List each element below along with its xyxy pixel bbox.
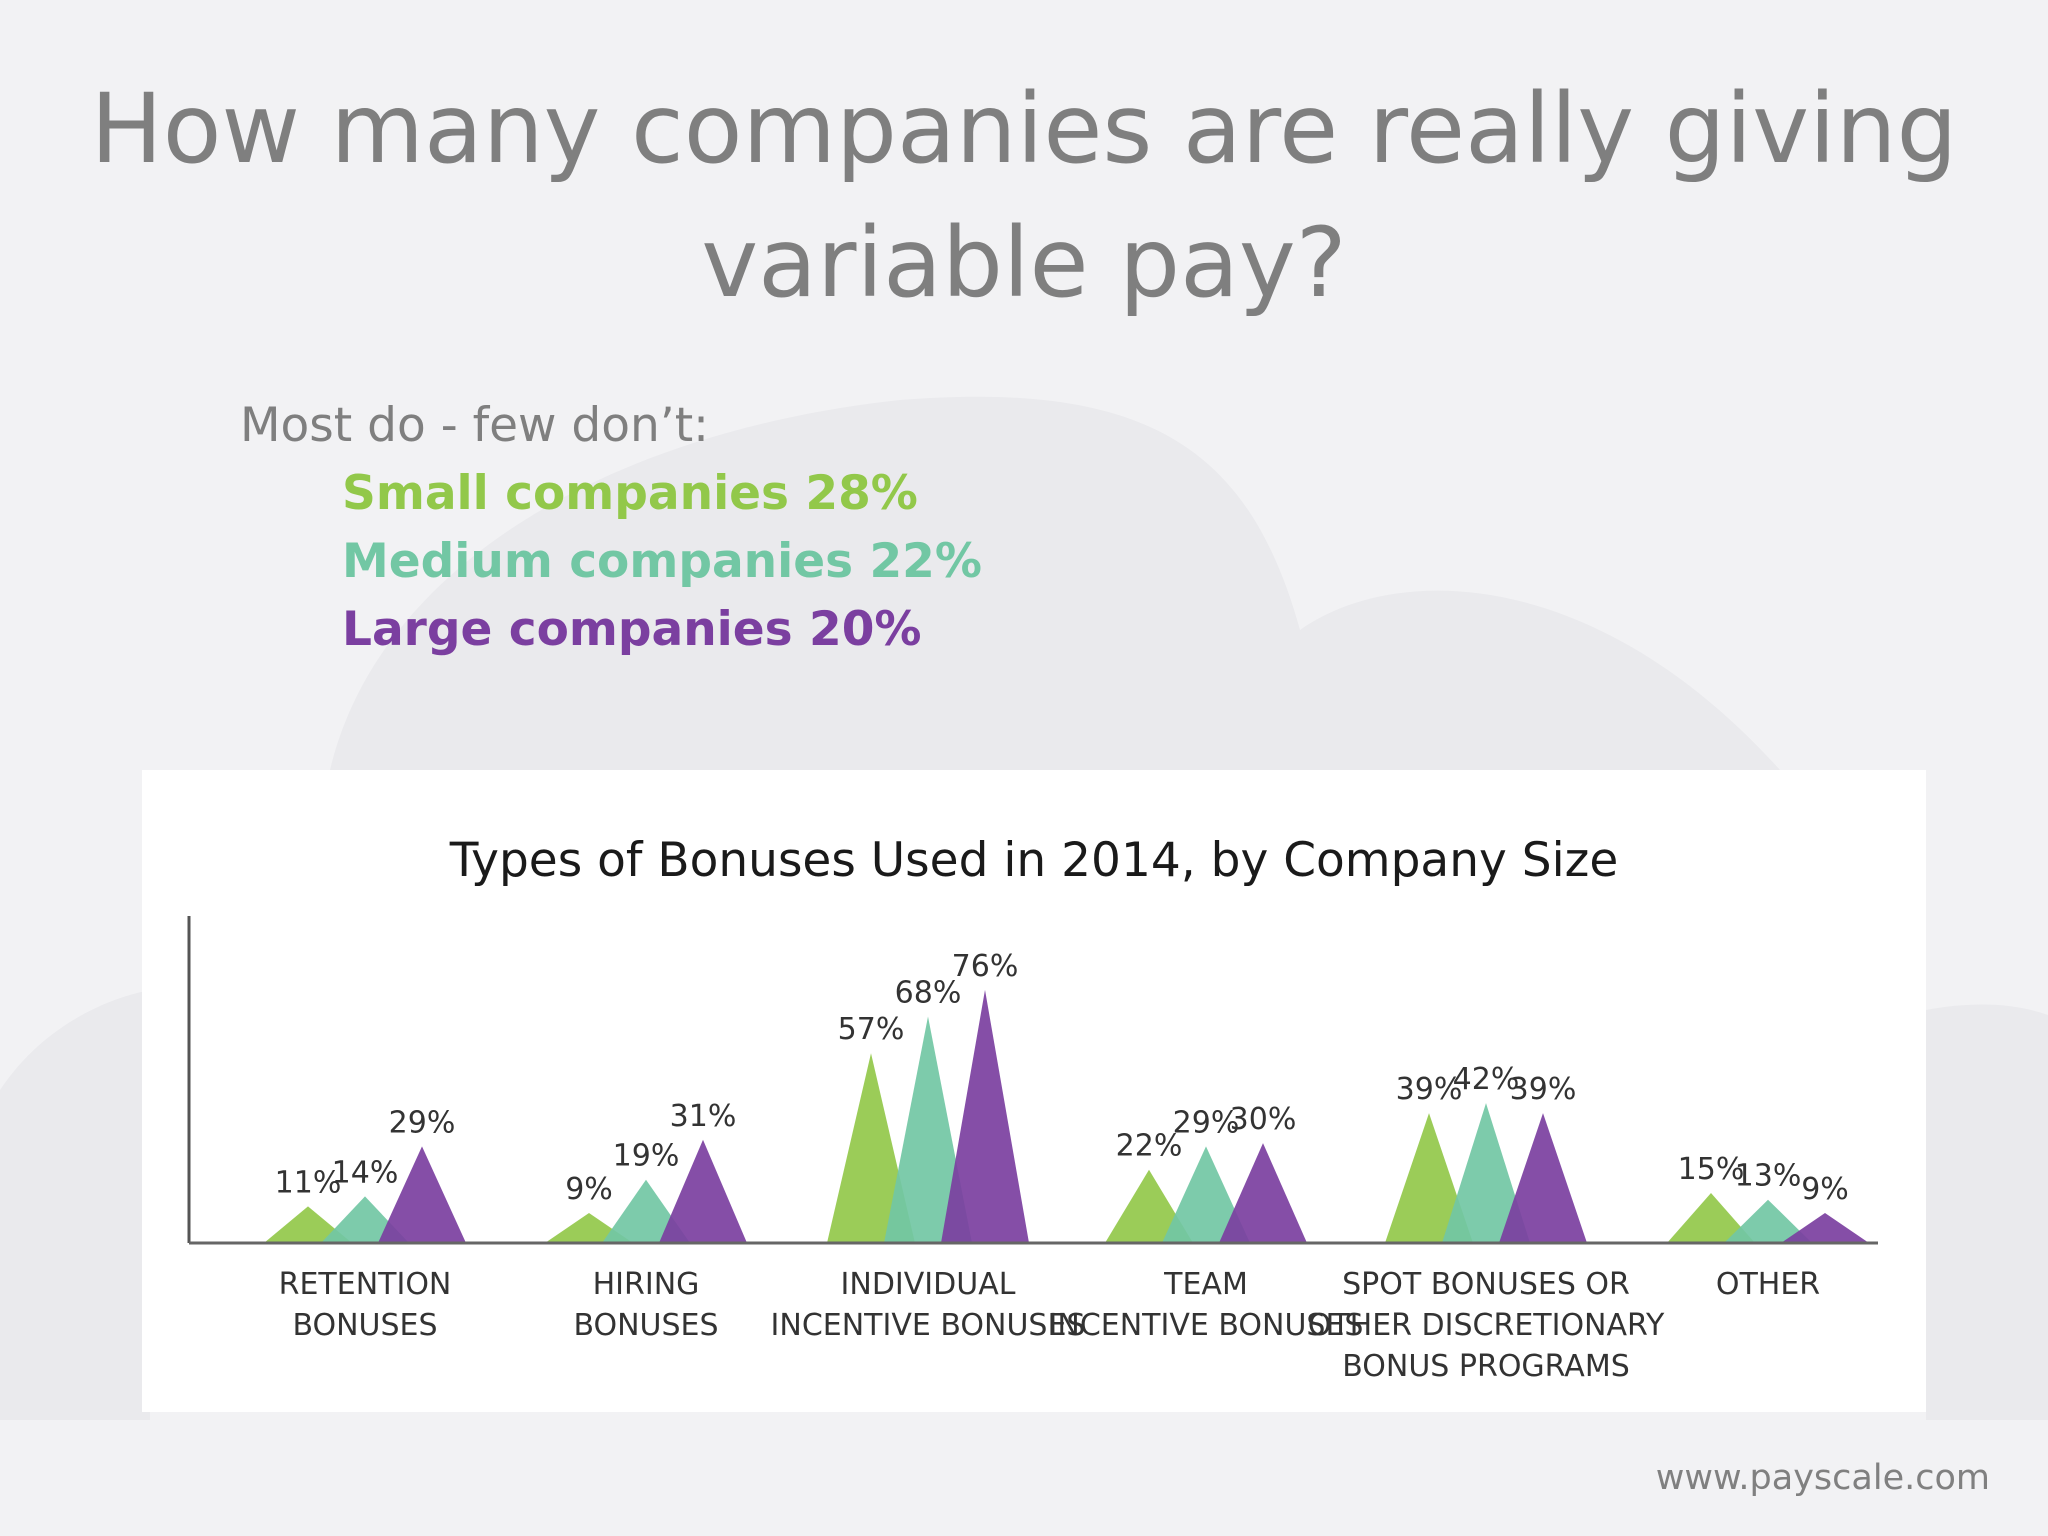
data-label: 68% — [895, 976, 962, 1011]
chart-labels: 11% 9% 57% 22% 39% 15% 14% 19% 68% 29% 42% 13% 29% 31… — [275, 949, 1849, 1384]
category-label: OTHER DISCRETIONARY — [1308, 1308, 1665, 1343]
lead-text: Most do - few don’t: — [240, 398, 710, 453]
category-label: BONUS PROGRAMS — [1342, 1349, 1630, 1384]
peak-series3-cat2 — [659, 1139, 747, 1243]
peak-series1-cat3 — [827, 1053, 915, 1243]
peak-series2-cat6 — [1724, 1199, 1812, 1243]
data-label: 39% — [1396, 1072, 1463, 1107]
data-label: 76% — [952, 949, 1019, 984]
data-label: 39% — [1510, 1072, 1577, 1107]
category-label: INCENTIVE BONUSES — [1049, 1308, 1364, 1343]
category-label: INDIVIDUAL — [841, 1267, 1016, 1302]
peak-series1-cat6 — [1667, 1193, 1755, 1243]
category-label: INCENTIVE BONUSES — [771, 1308, 1086, 1343]
data-label: 57% — [838, 1012, 905, 1047]
data-label: 31% — [670, 1099, 737, 1134]
bonus-types-chart: Types of Bonuses Used in 2014, by Compan… — [187, 833, 1878, 1384]
data-label: 30% — [1230, 1102, 1297, 1137]
data-label: 19% — [613, 1139, 680, 1174]
data-label: 11% — [275, 1165, 342, 1200]
peak-series2-cat5 — [1442, 1103, 1530, 1243]
stat-medium-companies: Medium companies 22% — [342, 534, 982, 589]
data-label: 42% — [1453, 1062, 1520, 1097]
peak-series2-cat4 — [1162, 1146, 1250, 1243]
peak-series1-cat5 — [1385, 1113, 1473, 1243]
slide-title-line-2: variable pay? — [701, 207, 1347, 319]
category-label: SPOT BONUSES OR — [1342, 1267, 1630, 1302]
data-label: 9% — [565, 1172, 613, 1207]
chart-panel: Types of Bonuses Used in 2014, by Compan… — [142, 770, 1926, 1412]
slide-title-line-1: How many companies are really giving — [90, 73, 1958, 185]
category-label: BONUSES — [292, 1308, 437, 1343]
category-label: TEAM — [1163, 1267, 1248, 1302]
peak-series2-cat3 — [884, 1016, 972, 1243]
peak-series3-cat3 — [941, 989, 1029, 1243]
data-label: 15% — [1678, 1152, 1745, 1187]
peak-series3-cat6 — [1781, 1213, 1869, 1243]
data-label: 29% — [1173, 1105, 1240, 1140]
category-label: BONUSES — [573, 1308, 718, 1343]
category-label: OTHER — [1716, 1267, 1820, 1302]
category-label: RETENTION — [279, 1267, 452, 1302]
chart-marks — [264, 989, 1869, 1243]
data-label: 14% — [332, 1155, 399, 1190]
peak-series3-cat4 — [1219, 1143, 1307, 1243]
stat-large-companies: Large companies 20% — [342, 602, 922, 657]
data-label: 29% — [389, 1105, 456, 1140]
source-url: www.payscale.com — [1655, 1458, 1990, 1498]
data-label: 22% — [1116, 1129, 1183, 1164]
chart-title: Types of Bonuses Used in 2014, by Compan… — [449, 833, 1618, 888]
peak-series3-cat1 — [378, 1146, 466, 1243]
data-label: 9% — [1801, 1172, 1849, 1207]
slide-title: How many companies are really giving var… — [0, 62, 2048, 330]
peak-series3-cat5 — [1499, 1113, 1587, 1243]
data-label: 13% — [1735, 1159, 1802, 1194]
stat-small-companies: Small companies 28% — [342, 466, 918, 521]
category-label: HIRING — [593, 1267, 700, 1302]
